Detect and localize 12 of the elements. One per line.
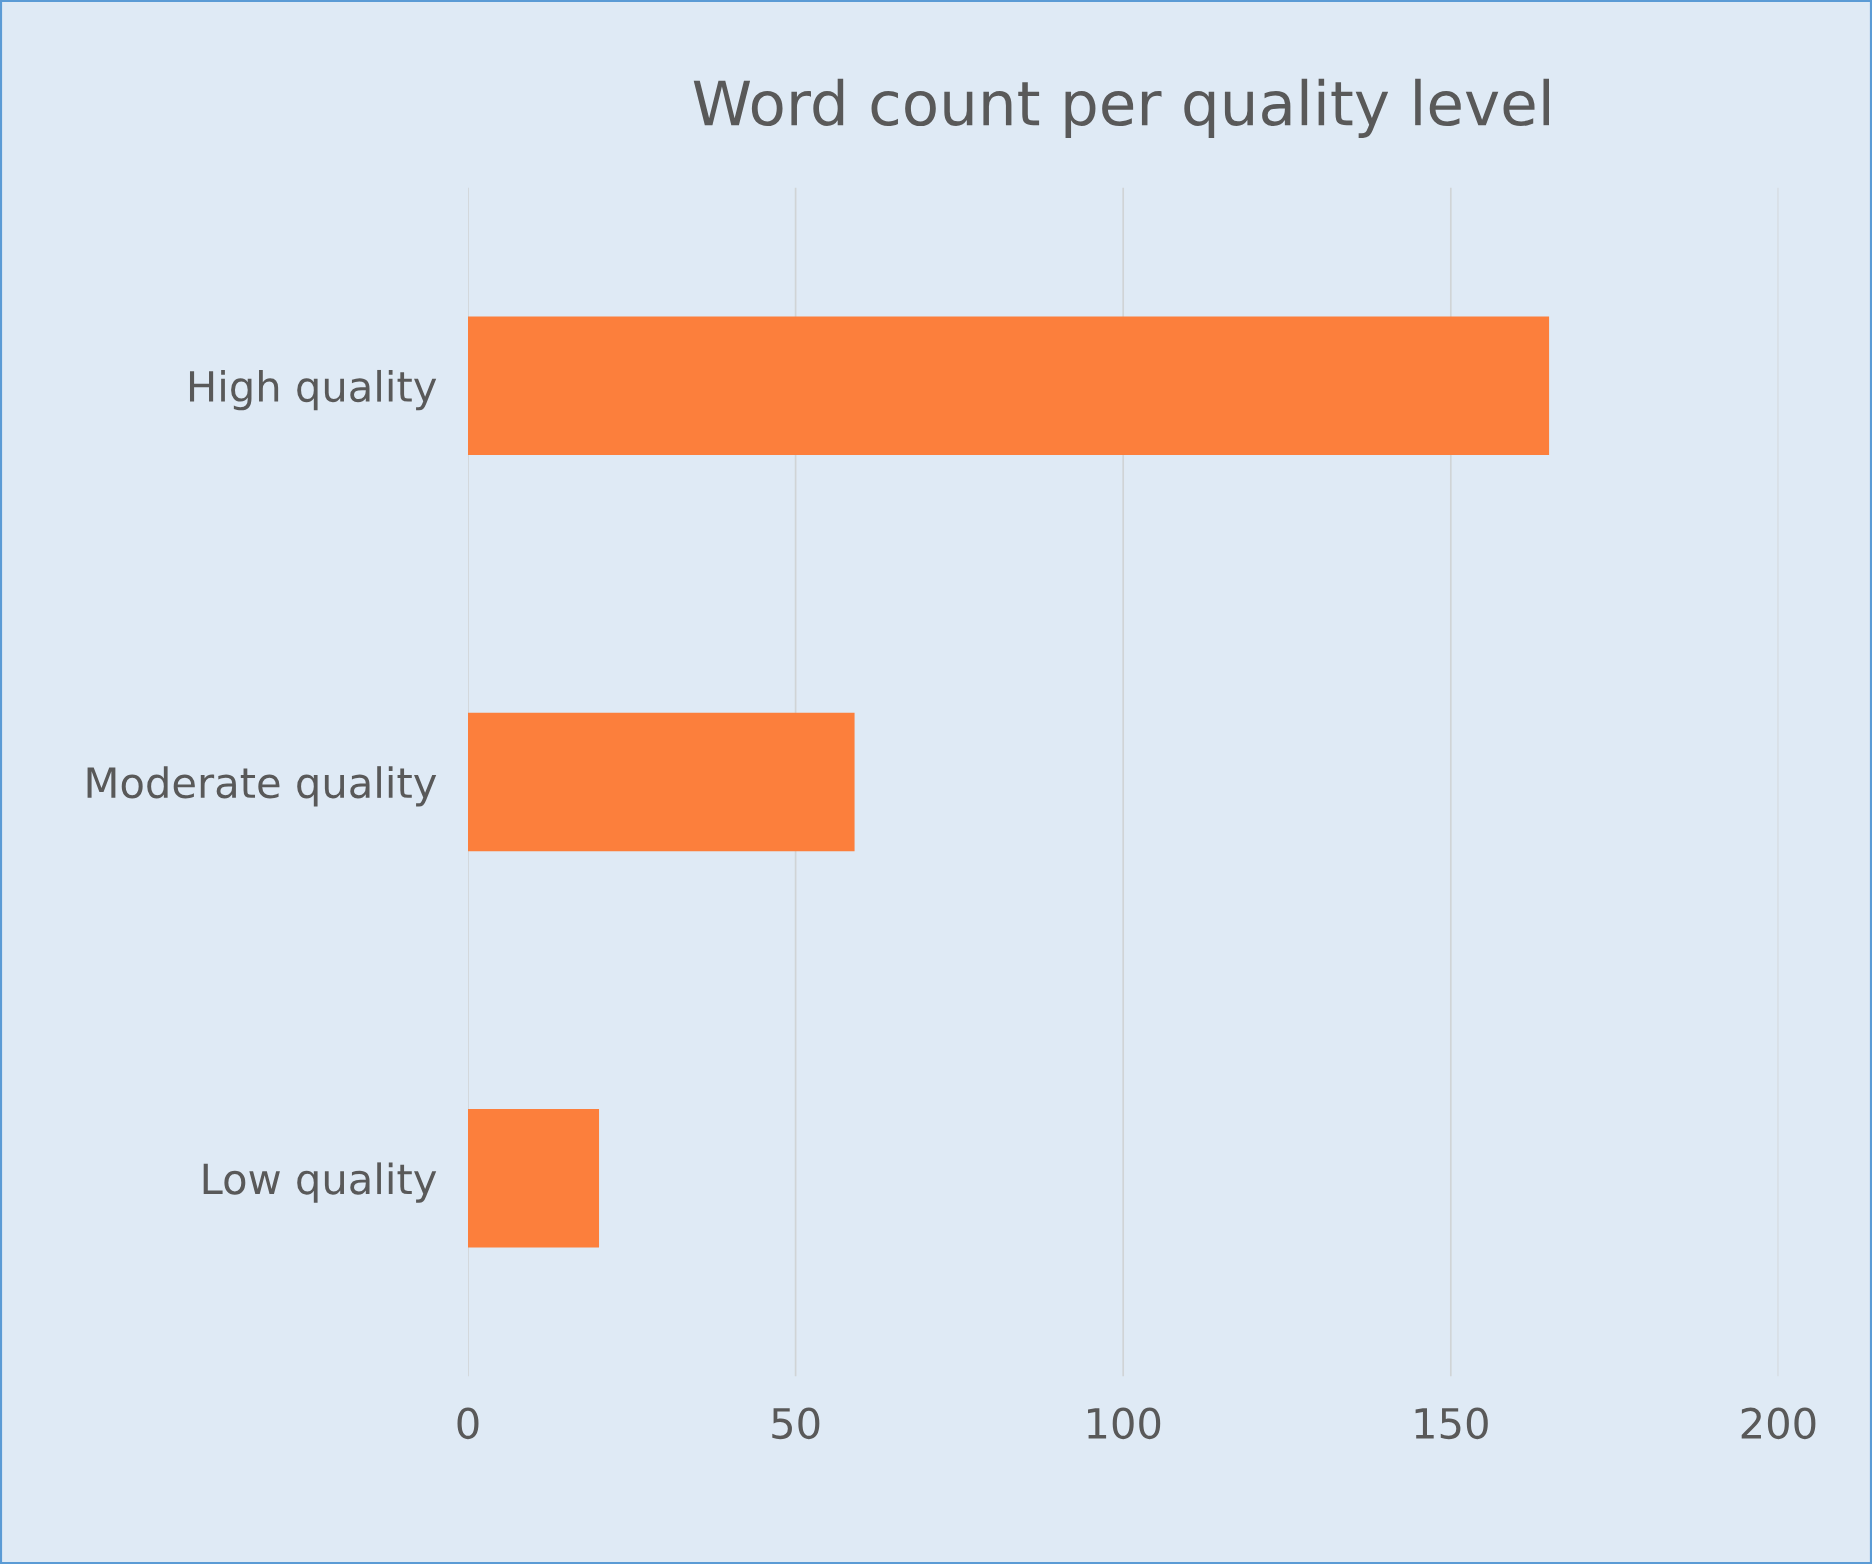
chart-title: Word count per quality level xyxy=(693,78,1549,138)
x-tick-label: 50 xyxy=(772,1407,820,1440)
x-tick-label: 200 xyxy=(1741,1407,1816,1440)
y-tick-label: Low quality xyxy=(203,1162,437,1203)
x-tick-label: 100 xyxy=(1088,1407,1161,1440)
bar xyxy=(468,712,855,852)
x-tick-label: 0 xyxy=(457,1407,479,1440)
bar xyxy=(468,316,1550,456)
y-tick-label: Moderate quality xyxy=(87,766,437,807)
x-tick-label: 150 xyxy=(1415,1407,1488,1440)
y-tick-label: High quality xyxy=(189,369,437,411)
bar xyxy=(468,1108,600,1248)
